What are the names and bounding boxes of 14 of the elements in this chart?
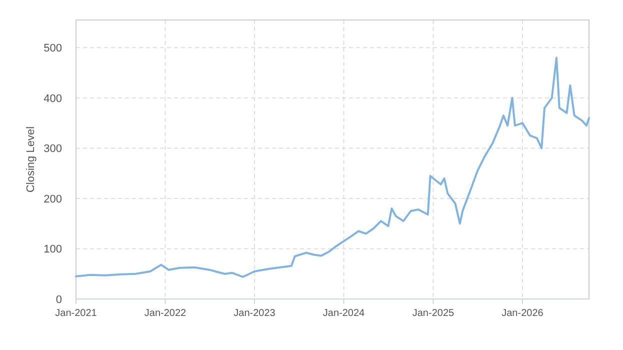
x-tick-label: Jan-2025: [412, 308, 455, 319]
y-tick-label: 300: [44, 143, 62, 156]
y-tick-label: 0: [56, 294, 62, 306]
y-tick-label: 500: [44, 42, 62, 55]
y-tick-label: 100: [44, 244, 62, 256]
x-tick-label: Jan-2021: [55, 308, 98, 319]
x-tick-label: Jan-2026: [502, 308, 544, 319]
x-tick-label: Jan-2023: [234, 308, 276, 319]
x-tick-label: Jan-2022: [144, 308, 187, 319]
line-series: [75, 56, 590, 278]
y-tick-label: 200: [44, 193, 62, 206]
x-tick-label: Jan-2024: [322, 308, 366, 319]
y-tick-label: 400: [44, 92, 62, 105]
y-axis-title: Closing Level: [25, 126, 37, 193]
